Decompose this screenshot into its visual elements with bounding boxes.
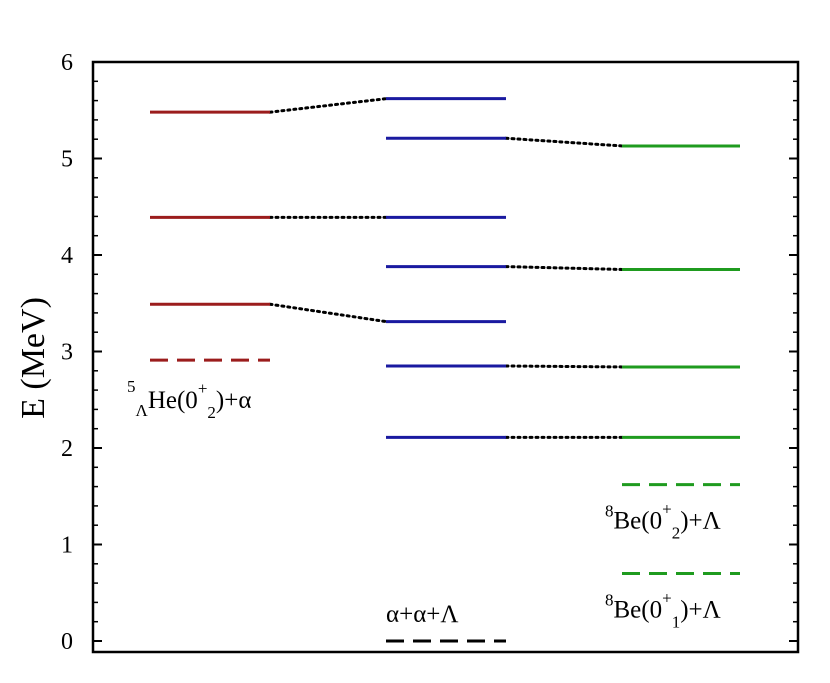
threshold-label: 8Be(0+1)+Λ xyxy=(605,588,721,631)
threshold-label: 8Be(0+2)+Λ xyxy=(605,500,721,543)
y-tick-label: 0 xyxy=(61,629,73,655)
level-link xyxy=(504,265,624,271)
level-link xyxy=(268,97,388,114)
plot-frame xyxy=(91,60,800,654)
y-tick-label: 4 xyxy=(61,243,73,269)
level-link xyxy=(504,364,624,369)
y-tick-label: 3 xyxy=(61,340,73,366)
threshold-label: 5ΛHe(0+2)+α xyxy=(127,377,251,422)
level-link xyxy=(504,136,624,148)
y-tick-label: 5 xyxy=(61,147,73,173)
energy-levels xyxy=(150,97,740,643)
y-tick-label: 6 xyxy=(61,50,73,76)
y-axis-title: E (MeV) xyxy=(15,297,52,419)
level-links xyxy=(268,97,624,439)
y-axis-ticks: 0 1 2 3 4 5 6 xyxy=(61,50,798,655)
level-link xyxy=(268,302,388,324)
threshold-labels: 5ΛHe(0+2)+α α+α+Λ 8Be(0+2)+Λ 8Be(0+1)+Λ xyxy=(127,377,721,631)
y-tick-label: 2 xyxy=(61,436,73,462)
y-tick-label: 1 xyxy=(61,533,73,559)
threshold-label: α+α+Λ xyxy=(386,601,459,628)
